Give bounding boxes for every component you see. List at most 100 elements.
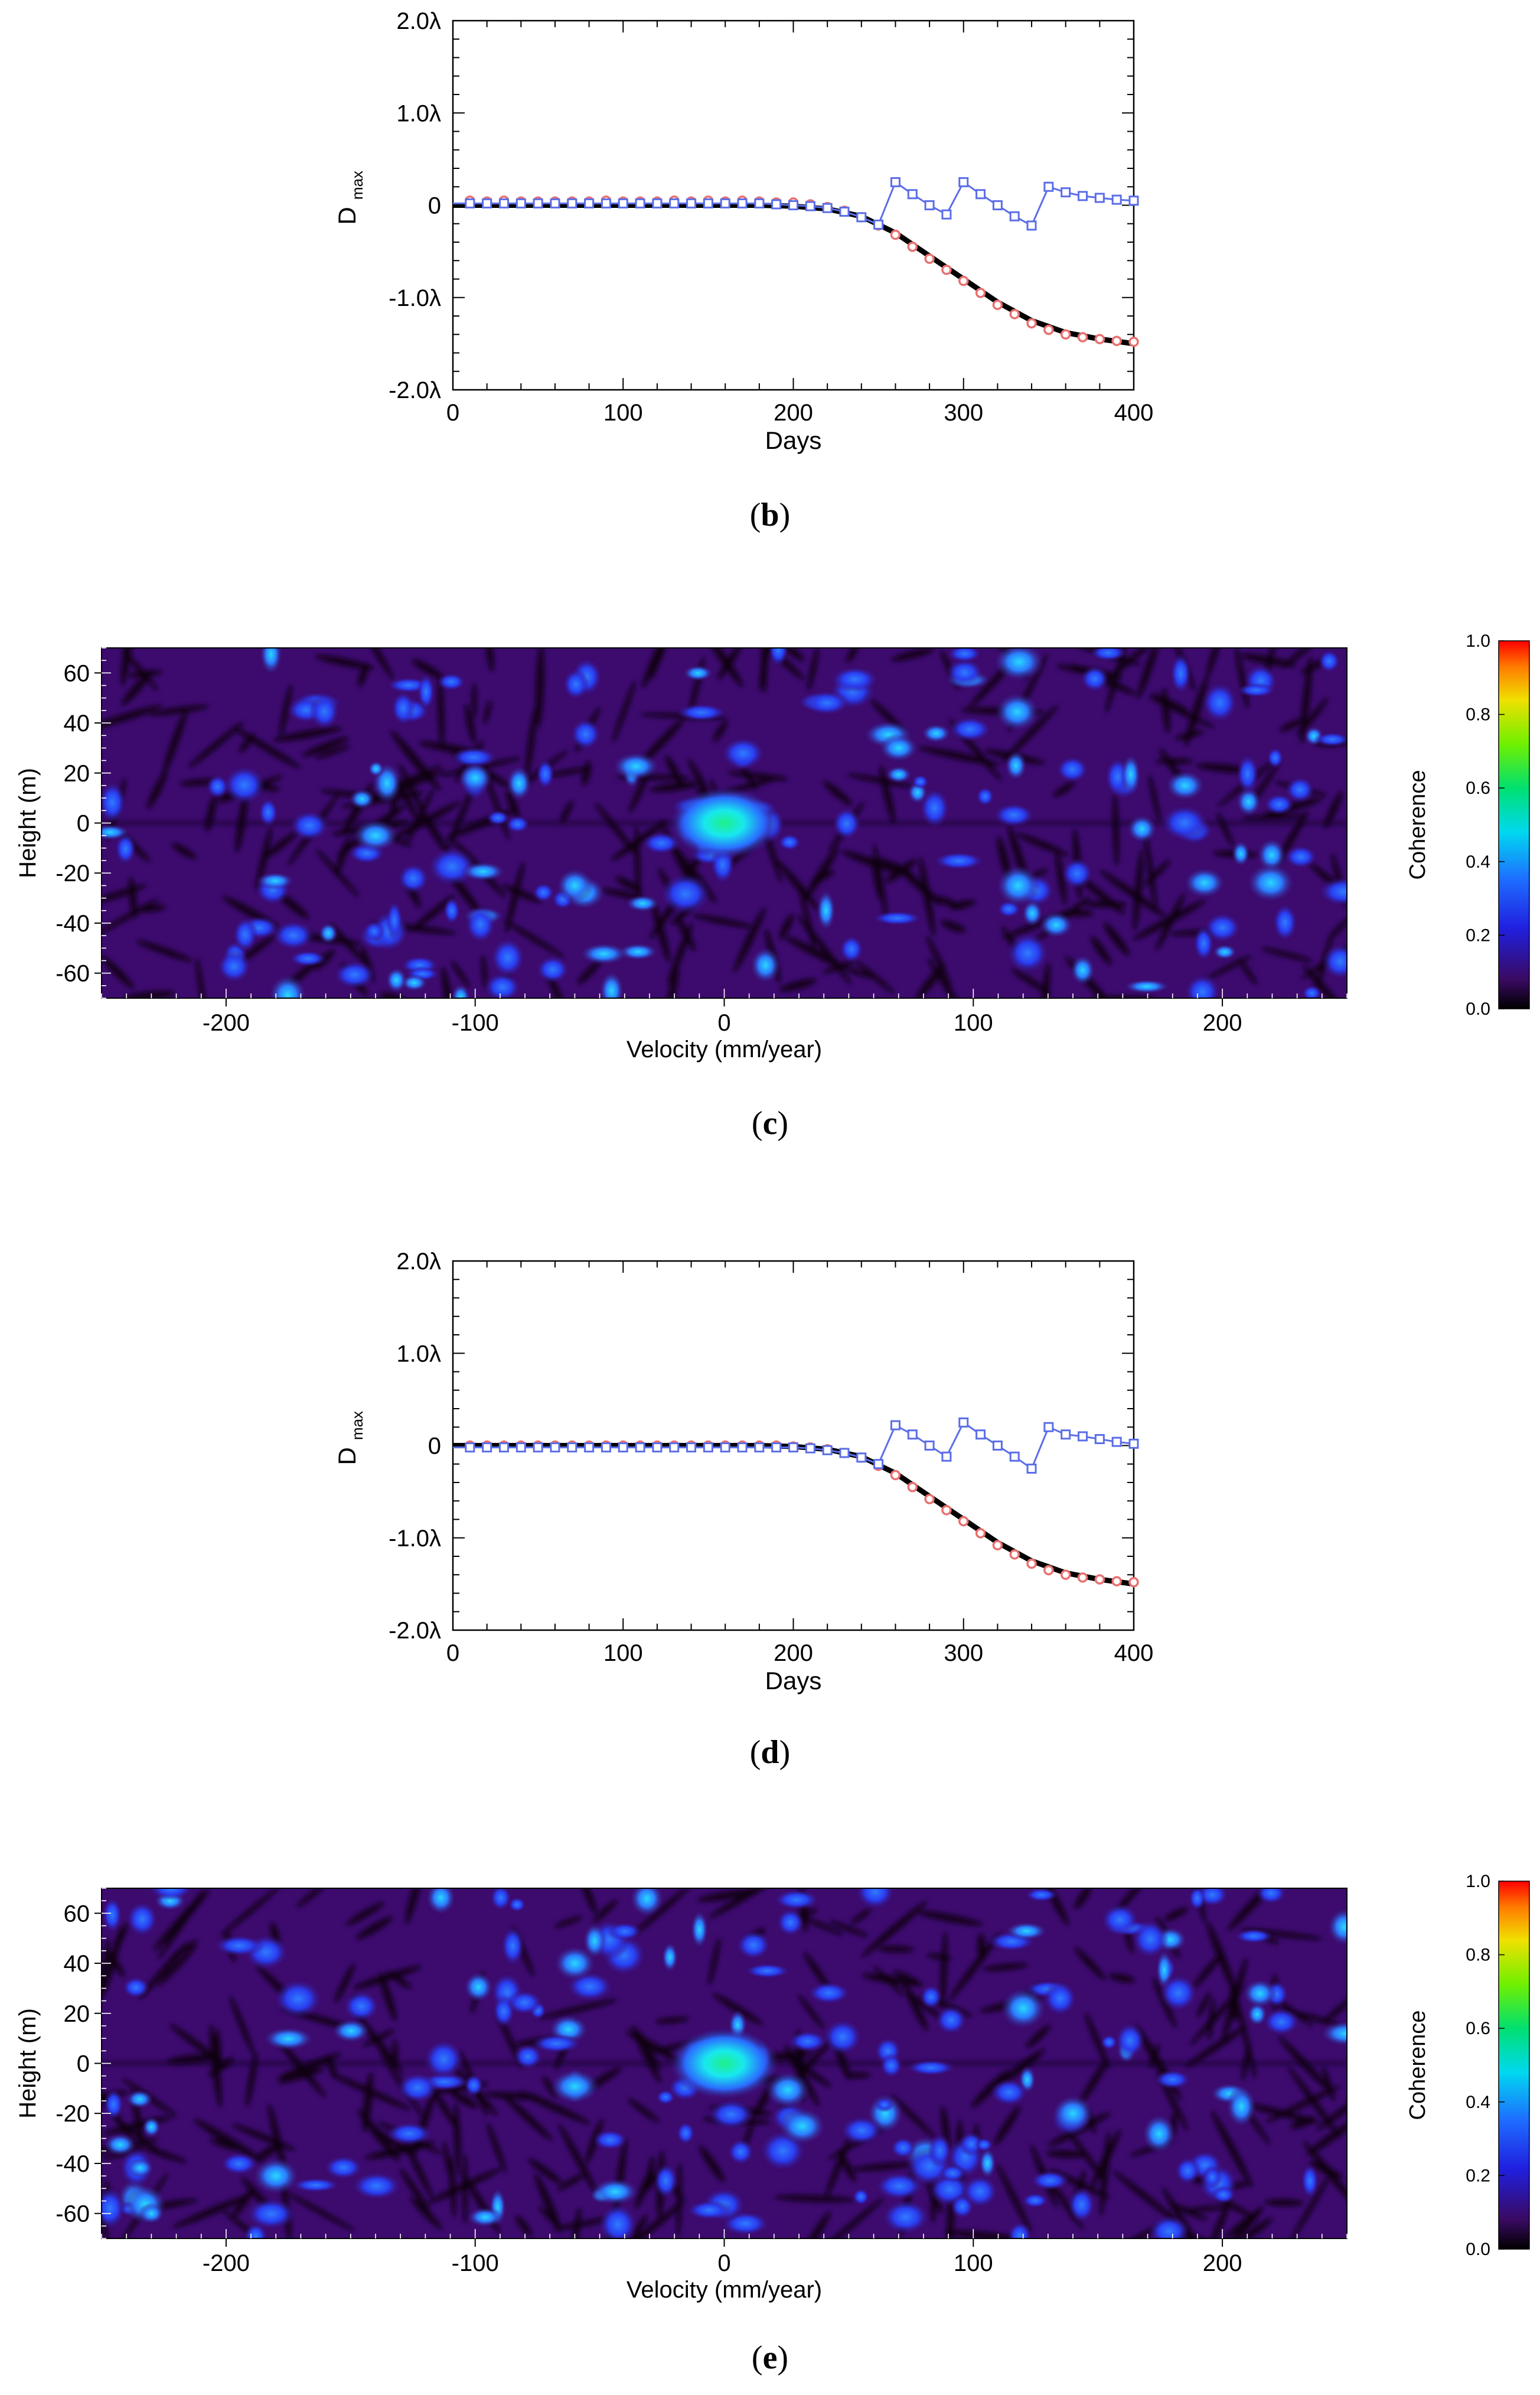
coherence-blob bbox=[351, 2171, 402, 2201]
x-tick-label: 0 bbox=[717, 2250, 730, 2276]
coherence-blob bbox=[690, 1910, 709, 1949]
dark-streak bbox=[451, 960, 470, 988]
coherence-blob bbox=[1121, 753, 1141, 796]
coherence-blob bbox=[881, 2199, 931, 2235]
heatmap-blobs bbox=[102, 1888, 1347, 2238]
dark-streak bbox=[1011, 969, 1051, 994]
y-tick-label: 20 bbox=[64, 761, 90, 787]
x-tick-label: -100 bbox=[452, 2250, 499, 2276]
blue-square-point bbox=[618, 198, 628, 208]
blue-square-point bbox=[822, 1445, 833, 1455]
coherence-blob bbox=[1127, 814, 1157, 843]
dark-streak bbox=[1261, 947, 1313, 962]
coherence-blob bbox=[990, 2078, 1029, 2107]
x-tick-label: 400 bbox=[1114, 1640, 1154, 1666]
coherence-blob bbox=[206, 774, 229, 799]
dark-streak bbox=[256, 2143, 282, 2160]
blue-square-point bbox=[856, 212, 867, 223]
dark-streak bbox=[693, 914, 752, 928]
coherence-blob bbox=[773, 1889, 820, 1911]
coherence-blob bbox=[1322, 943, 1347, 980]
red-circle-point bbox=[1094, 1574, 1105, 1585]
blue-square-point bbox=[498, 1442, 509, 1453]
coherence-blob bbox=[1236, 754, 1260, 794]
blue-square-point bbox=[771, 1442, 782, 1453]
coherence-blob bbox=[661, 1941, 678, 1973]
coherence-blob bbox=[839, 934, 864, 964]
dark-streak bbox=[778, 648, 804, 662]
coherence-blob bbox=[874, 2097, 895, 2113]
coherence-blob bbox=[385, 2122, 433, 2146]
dark-streak bbox=[1151, 693, 1190, 713]
coherence-blob bbox=[1284, 776, 1315, 803]
x-axis-label: Velocity (mm/year) bbox=[627, 1037, 822, 1063]
dark-streak bbox=[559, 2123, 598, 2195]
blue-square-point bbox=[1061, 1429, 1071, 1440]
coherence-blob bbox=[463, 1971, 494, 2003]
coherence-blob bbox=[1061, 857, 1094, 889]
coherence-blob bbox=[683, 664, 713, 682]
dark-streak bbox=[121, 648, 158, 691]
blue-square-point bbox=[533, 198, 543, 208]
dark-streak bbox=[926, 936, 951, 988]
dark-streak bbox=[1079, 2058, 1109, 2104]
coherence-blob bbox=[1203, 912, 1242, 943]
coherence-blob bbox=[947, 648, 983, 663]
dark-streak bbox=[611, 820, 667, 861]
coherence-blob-strong bbox=[351, 819, 399, 852]
blue-square-point bbox=[720, 198, 730, 208]
dark-streak bbox=[893, 1970, 921, 1985]
coherence-blob bbox=[1141, 2113, 1177, 2154]
coherence-blob bbox=[536, 758, 555, 790]
coherence-blob bbox=[342, 1990, 380, 2022]
dark-streak bbox=[1240, 654, 1297, 667]
coherence-blob bbox=[506, 765, 532, 801]
dark-streak bbox=[515, 2215, 532, 2237]
coherence-blob bbox=[103, 2088, 124, 2120]
colorbar-label-group: Coherence bbox=[1405, 2011, 1430, 2120]
red-circle-point bbox=[1077, 332, 1088, 343]
dark-streak bbox=[113, 2116, 167, 2158]
coherence-blob bbox=[676, 2121, 696, 2145]
blue-square-point bbox=[1128, 195, 1139, 206]
dark-streak bbox=[1244, 2103, 1319, 2123]
coherence-blob bbox=[114, 832, 136, 865]
blue-square-point bbox=[805, 1443, 815, 1454]
dark-streak bbox=[873, 843, 888, 922]
dark-streak bbox=[1091, 936, 1112, 965]
coherence-blob bbox=[367, 760, 384, 777]
dark-streak bbox=[1112, 794, 1120, 866]
dark-streak bbox=[1016, 833, 1069, 856]
heatmap-field bbox=[102, 648, 1347, 998]
y-tick-label: -60 bbox=[56, 961, 90, 987]
y-axis-label: Height (m) bbox=[15, 2008, 41, 2119]
red-circle-point bbox=[1077, 1572, 1088, 1583]
coherence-blob bbox=[501, 1925, 525, 1967]
dark-streak bbox=[798, 1915, 844, 1935]
dark-streak bbox=[268, 2104, 286, 2173]
coherence-blob bbox=[483, 972, 521, 998]
coherence-blob bbox=[879, 2053, 903, 2078]
dark-streak bbox=[505, 862, 524, 933]
x-tick-label: 200 bbox=[1203, 2250, 1242, 2276]
coherence-blob bbox=[259, 648, 283, 675]
dark-streak bbox=[302, 737, 349, 757]
coherence-blob bbox=[1318, 876, 1347, 907]
coherence-blob bbox=[1267, 747, 1284, 769]
blue-square-point bbox=[907, 1429, 918, 1440]
dark-streak bbox=[129, 877, 137, 919]
coherence-blob bbox=[291, 2178, 341, 2193]
dark-streak bbox=[709, 1937, 720, 1985]
dark-streak bbox=[581, 761, 591, 786]
panel-label: (d) bbox=[750, 1734, 790, 1771]
colorbar-tick-label: 0.8 bbox=[1466, 705, 1490, 725]
blue-square-point bbox=[958, 177, 969, 187]
dark-streak bbox=[503, 920, 565, 957]
dark-streak bbox=[315, 745, 350, 759]
x-axis-label: Days bbox=[765, 1667, 822, 1695]
colorbar-tick-label: 1.0 bbox=[1466, 631, 1490, 651]
coherence-blob bbox=[126, 1901, 159, 1937]
y-tick-label: -20 bbox=[56, 2101, 90, 2127]
dark-streak bbox=[525, 707, 537, 780]
